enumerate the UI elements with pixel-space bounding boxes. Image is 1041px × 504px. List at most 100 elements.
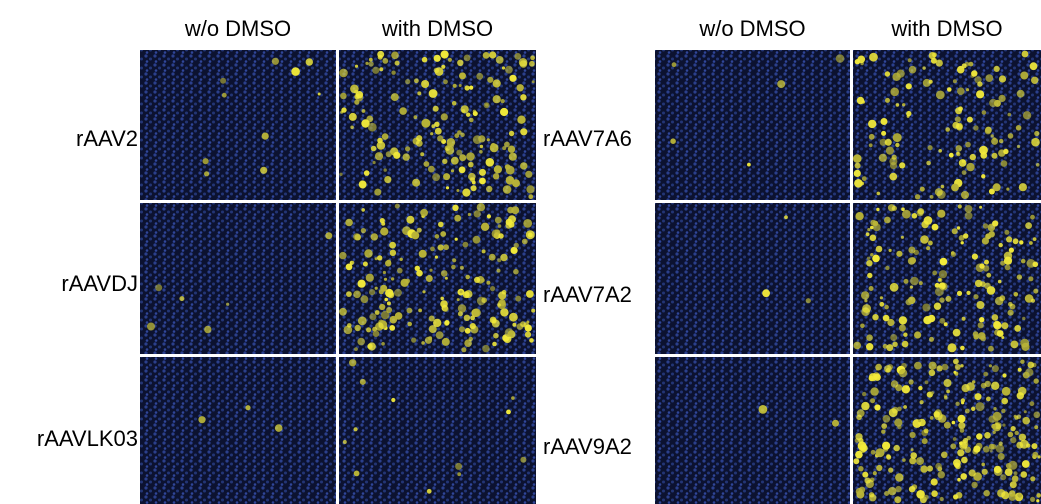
fluorescent-cell: [505, 328, 514, 337]
micrograph: [339, 50, 536, 200]
fluorescent-cell: [1009, 494, 1016, 501]
micrograph-background: [140, 50, 336, 200]
fluorescent-cell: [366, 274, 374, 282]
fluorescent-cell: [393, 152, 400, 159]
micrograph-background: [140, 203, 336, 354]
fluorescent-cell: [455, 463, 462, 470]
fluorescent-cell: [867, 273, 872, 278]
fluorescent-cell: [465, 85, 470, 90]
fluorescent-cell: [993, 321, 1000, 328]
fluorescent-cell: [922, 438, 928, 444]
fluorescent-cell: [391, 93, 399, 101]
fluorescent-cell: [953, 437, 957, 441]
fluorescent-cell: [939, 270, 947, 278]
fluorescent-cell: [426, 275, 433, 282]
fluorescent-cell: [955, 116, 961, 122]
fluorescent-cell: [931, 490, 938, 497]
fluorescent-cell: [984, 432, 991, 439]
fluorescent-cell: [349, 359, 356, 366]
fluorescent-cell: [452, 205, 458, 211]
fluorescent-cell: [452, 258, 456, 262]
fluorescent-cell: [1015, 431, 1019, 435]
fluorescent-cell: [443, 79, 448, 84]
fluorescent-cell: [672, 62, 677, 67]
fluorescent-cell: [469, 86, 473, 90]
fluorescent-cell: [466, 113, 470, 117]
fluorescent-cell: [888, 204, 895, 211]
fluorescent-cell: [1008, 310, 1014, 316]
fluorescent-cell: [1033, 262, 1039, 268]
fluorescent-cell: [460, 290, 463, 293]
fluorescent-cell: [928, 241, 933, 246]
row-label: rAAV2: [76, 126, 138, 151]
fluorescent-cell: [902, 210, 911, 219]
fluorescent-cell: [448, 58, 452, 62]
fluorescent-cell: [377, 138, 383, 144]
fluorescent-cell: [482, 345, 489, 352]
fluorescent-cell: [890, 283, 899, 292]
fluorescent-cell: [980, 152, 987, 159]
micrograph: [140, 357, 336, 504]
fluorescent-cell: [260, 167, 267, 174]
fluorescent-cell: [936, 91, 945, 100]
fluorescent-cell: [374, 189, 381, 196]
fluorescent-cell: [1006, 236, 1012, 242]
fluorescent-cell: [925, 380, 929, 384]
fluorescent-cell: [870, 387, 878, 395]
fluorescent-cell: [836, 54, 845, 63]
fluorescent-cell: [520, 94, 526, 100]
fluorescent-cell: [346, 291, 352, 297]
fluorescent-cell: [1014, 471, 1018, 475]
fluorescent-cell: [937, 210, 945, 218]
fluorescent-cell: [479, 150, 483, 154]
fluorescent-cell: [460, 266, 464, 270]
fluorescent-cell: [363, 262, 368, 267]
fluorescent-cell: [532, 80, 535, 83]
fluorescent-cell: [514, 243, 519, 248]
fluorescent-cell: [880, 296, 883, 299]
fluorescent-cell: [245, 405, 250, 410]
micrograph: [853, 50, 1041, 200]
fluorescent-cell: [856, 488, 863, 495]
fluorescent-cell: [976, 301, 984, 309]
fluorescent-cell: [1020, 360, 1024, 364]
fluorescent-cell: [903, 333, 907, 337]
fluorescent-cell: [481, 223, 489, 231]
fluorescent-cell: [989, 364, 992, 367]
fluorescent-cell: [983, 446, 990, 453]
fluorescent-cell: [440, 231, 446, 237]
fluorescent-cell: [866, 334, 873, 341]
fluorescent-cell: [442, 52, 447, 57]
fluorescent-cell: [457, 298, 460, 301]
fluorescent-cell: [443, 244, 449, 250]
fluorescent-cell: [473, 135, 482, 144]
micrograph: [853, 203, 1041, 354]
fluorescent-cell: [993, 407, 996, 410]
fluorescent-cell: [906, 83, 912, 89]
fluorescent-cell: [362, 109, 366, 113]
fluorescent-cell: [431, 124, 435, 128]
fluorescent-cell: [526, 185, 534, 193]
fluorescent-cell: [420, 152, 424, 156]
fluorescent-cell: [520, 162, 527, 169]
fluorescent-cell: [427, 489, 432, 494]
fluorescent-cell: [1014, 415, 1017, 418]
fluorescent-cell: [999, 442, 1003, 446]
fluorescent-cell: [441, 65, 445, 69]
fluorescent-cell: [869, 53, 878, 62]
fluorescent-cell: [1034, 131, 1039, 136]
fluorescent-cell: [361, 228, 366, 233]
fluorescent-cell: [858, 56, 866, 64]
fluorescent-cell: [459, 326, 465, 332]
fluorescent-cell: [226, 303, 229, 306]
fluorescent-cell: [960, 346, 965, 351]
fluorescent-cell: [966, 163, 974, 171]
fluorescent-cell: [1009, 248, 1014, 253]
fluorescent-cell: [372, 67, 379, 74]
fluorescent-cell: [874, 374, 881, 381]
fluorescent-cell: [885, 71, 890, 76]
fluorescent-cell: [451, 157, 459, 165]
fluorescent-cell: [531, 309, 535, 313]
fluorescent-cell: [861, 307, 870, 316]
fluorescent-cell: [881, 118, 888, 125]
